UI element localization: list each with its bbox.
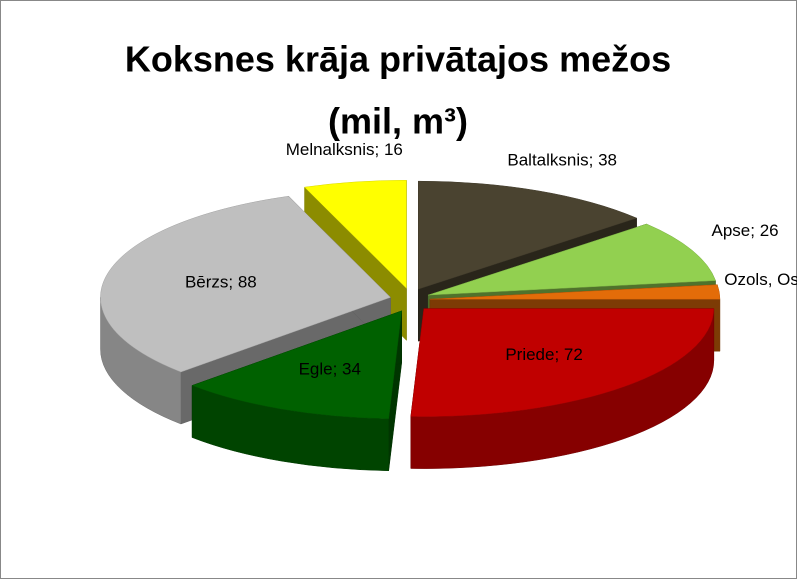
data-label: Priede; 72 — [505, 345, 583, 364]
chart-title: Koksnes krāja privātajos mežos — [125, 39, 671, 80]
chart-title: (mil, m³) — [328, 101, 468, 142]
data-label: Apse; 26 — [712, 221, 779, 240]
slice-top — [100, 195, 391, 373]
data-label: Egle; 34 — [299, 359, 361, 378]
data-label: Ozols, Osis; 6 — [724, 270, 797, 289]
slice-top — [429, 284, 721, 300]
data-label: Melnalksnis; 16 — [286, 140, 403, 159]
slice-top — [428, 223, 716, 296]
slice-top — [418, 180, 638, 290]
slice-top — [191, 310, 403, 419]
data-label: Bērzs; 88 — [185, 272, 257, 291]
pie-slice — [410, 308, 715, 469]
slice-top — [303, 180, 407, 289]
slice-top — [410, 308, 715, 417]
data-label: Baltalksnis; 38 — [507, 151, 617, 170]
pie-slice — [191, 310, 403, 471]
